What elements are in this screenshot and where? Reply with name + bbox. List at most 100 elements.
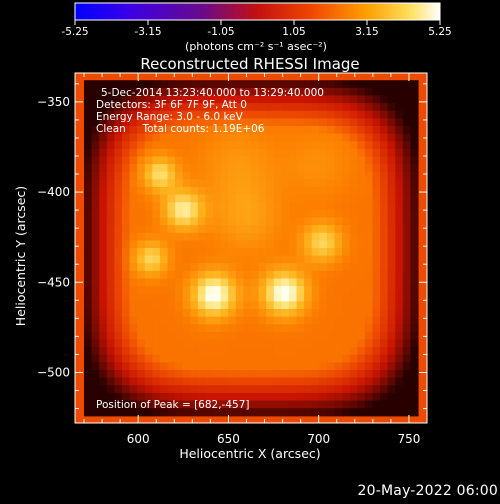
image-pixel — [410, 80, 419, 89]
image-pixel — [243, 164, 252, 173]
image-pixel — [372, 377, 381, 386]
image-pixel — [205, 301, 214, 310]
image-pixel — [106, 225, 115, 234]
image-pixel — [182, 164, 191, 173]
image-pixel — [99, 309, 108, 318]
image-pixel — [91, 286, 100, 295]
image-pixel — [342, 95, 351, 104]
image-pixel — [159, 293, 169, 302]
image-pixel — [175, 286, 184, 295]
image-pixel — [175, 87, 184, 97]
image-pixel — [349, 225, 358, 234]
image-pixel — [395, 87, 404, 97]
image-pixel — [349, 293, 358, 302]
image-pixel — [243, 125, 252, 135]
image-pixel — [175, 293, 184, 302]
image-pixel — [99, 171, 108, 180]
image-pixel — [99, 331, 108, 341]
image-pixel — [197, 362, 207, 371]
image-pixel — [311, 309, 320, 318]
timestamp: 20-May-2022 06:00 — [357, 483, 498, 499]
image-pixel — [380, 225, 389, 234]
plot-area: 600 650 700 750−350−400−450−500 — [37, 72, 428, 446]
image-pixel — [205, 240, 214, 249]
image-pixel — [114, 95, 123, 104]
image-pixel — [144, 370, 153, 379]
image-pixel — [228, 400, 237, 409]
image-pixel — [243, 385, 252, 394]
image-pixel — [182, 225, 191, 234]
image-pixel — [167, 270, 176, 280]
image-pixel — [228, 248, 237, 257]
image-pixel — [175, 316, 184, 325]
image-pixel — [106, 141, 115, 150]
image-pixel — [137, 370, 146, 379]
image-pixel — [296, 408, 305, 417]
image-pixel — [311, 278, 320, 287]
image-pixel — [159, 87, 169, 97]
image-pixel — [84, 103, 93, 112]
image-pixel — [167, 278, 176, 287]
image-pixel — [349, 370, 358, 379]
image-pixel — [137, 148, 146, 158]
image-pixel — [387, 95, 396, 104]
image-pixel — [190, 293, 199, 302]
image-pixel — [121, 133, 131, 142]
image-pixel — [326, 186, 336, 196]
image-pixel — [220, 87, 229, 97]
image-pixel — [213, 156, 222, 165]
image-pixel — [243, 110, 252, 119]
image-pixel — [266, 347, 275, 356]
image-pixel — [372, 240, 381, 249]
image-pixel — [220, 164, 229, 173]
image-pixel — [311, 80, 320, 89]
image-pixel — [84, 225, 93, 234]
image-pixel — [205, 324, 214, 333]
image-pixel — [197, 95, 207, 104]
image-pixel — [243, 400, 252, 409]
image-pixel — [326, 270, 336, 280]
image-pixel — [349, 263, 358, 272]
image-pixel — [311, 354, 320, 363]
image-pixel — [364, 392, 374, 402]
image-pixel — [84, 171, 93, 180]
image-pixel — [84, 217, 93, 226]
image-pixel — [380, 331, 389, 341]
image-pixel — [220, 408, 229, 417]
image-pixel — [334, 339, 343, 348]
image-pixel — [319, 370, 328, 379]
image-pixel — [311, 316, 320, 325]
image-pixel — [106, 248, 115, 257]
image-pixel — [167, 164, 176, 173]
image-pixel — [243, 377, 252, 386]
image-pixel — [251, 225, 260, 234]
image-pixel — [296, 156, 305, 165]
image-pixel — [387, 408, 396, 417]
image-pixel — [402, 110, 411, 119]
image-pixel — [387, 240, 396, 249]
image-pixel — [159, 309, 169, 318]
image-pixel — [357, 270, 366, 280]
image-pixel — [342, 293, 351, 302]
image-pixel — [205, 263, 214, 272]
image-pixel — [91, 362, 100, 371]
image-pixel — [152, 309, 161, 318]
image-pixel — [319, 354, 328, 363]
image-pixel — [106, 80, 115, 89]
image-pixel — [281, 270, 290, 280]
image-pixel — [364, 316, 374, 325]
image-pixel — [266, 377, 275, 386]
image-pixel — [296, 362, 305, 371]
image-pixel — [84, 110, 93, 119]
x-axis-label: Heliocentric X (arcsec) — [179, 446, 320, 461]
image-pixel — [273, 354, 282, 363]
image-pixel — [84, 95, 93, 104]
image-pixel — [319, 324, 328, 333]
image-pixel — [175, 110, 184, 119]
image-pixel — [334, 331, 343, 341]
image-pixel — [220, 293, 229, 302]
image-pixel — [114, 164, 123, 173]
image-pixel — [410, 377, 419, 386]
image-pixel — [395, 217, 404, 226]
image-pixel — [357, 80, 366, 89]
